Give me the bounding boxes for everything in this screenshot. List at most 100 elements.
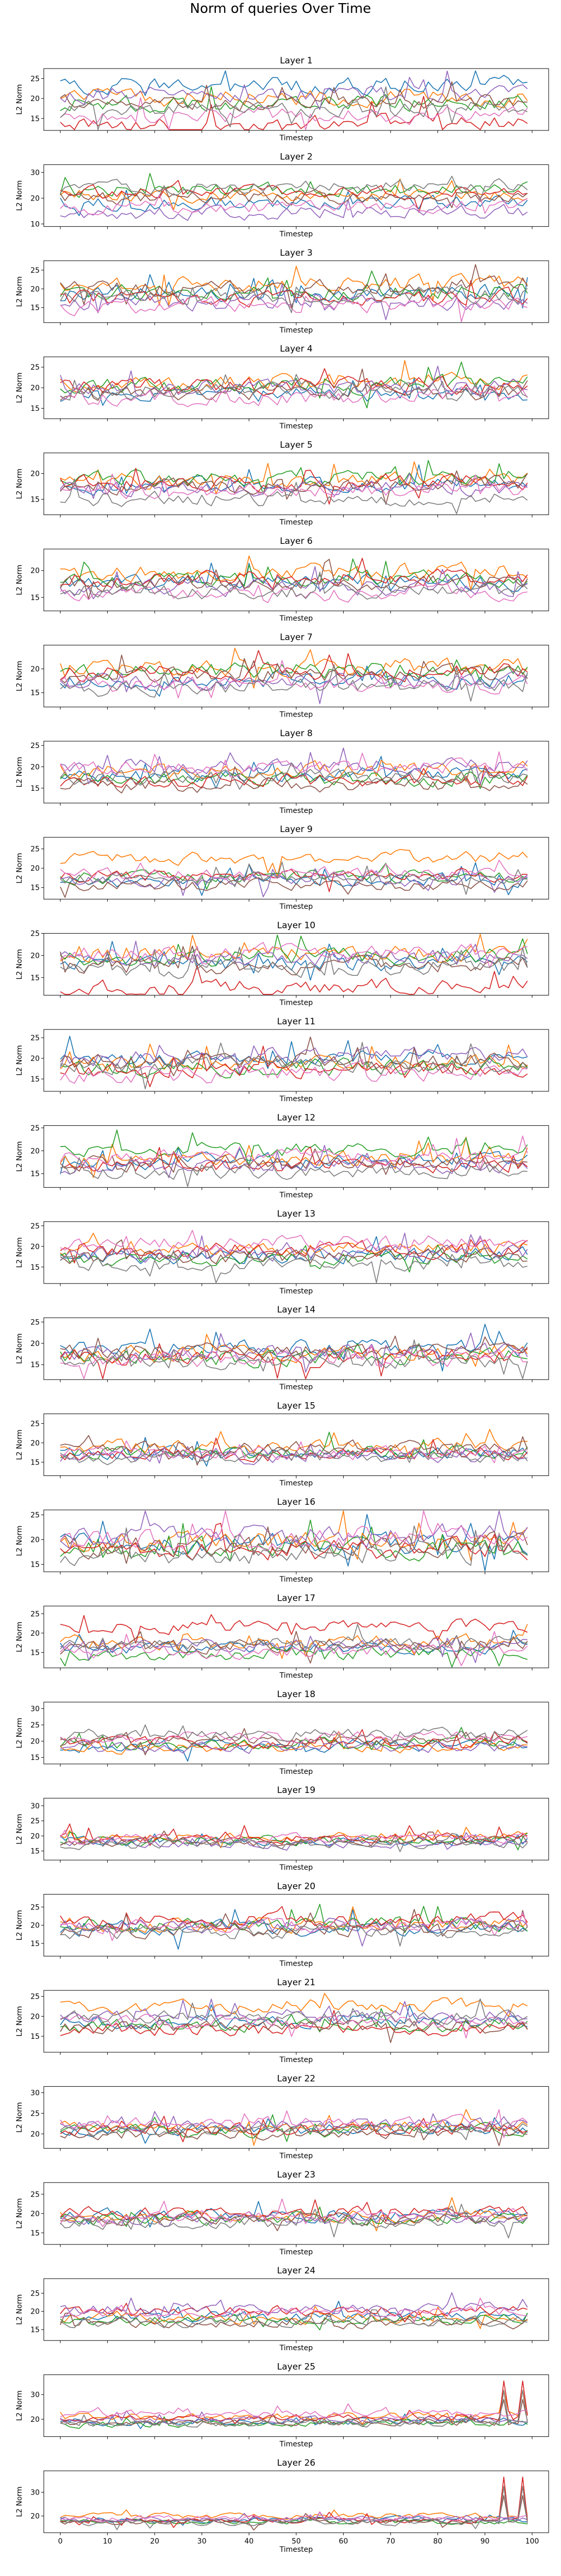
series-line (60, 1740, 528, 1754)
series-line (60, 81, 528, 112)
series-line (60, 868, 528, 892)
y-axis-label: L2 Norm (15, 1334, 24, 1364)
y-tick-label: 15 (30, 2229, 40, 2237)
series-line (60, 265, 528, 306)
y-tick-label: 25 (30, 1721, 40, 1730)
x-tick-label: 70 (386, 2537, 395, 2546)
layer-1-chart: Layer 1 15 20 25 L2 Norm Timestep (15, 56, 549, 142)
series-line (60, 361, 528, 409)
series-line (60, 1239, 528, 1265)
x-axis-label: Timestep (279, 2440, 313, 2449)
series-line (60, 2403, 528, 2418)
subplot-title: Layer 9 (280, 824, 313, 835)
layer-9-chart: Layer 9 15 20 25 L2 Norm Timestep (15, 824, 549, 911)
y-tick-label: 15 (30, 689, 40, 697)
layer-18-chart: Layer 18 15 20 25 30 L2 Norm Timestep (15, 1689, 549, 1776)
y-tick-label: 15 (30, 1075, 40, 1084)
subplot-title: Layer 14 (277, 1305, 315, 1315)
series-line (60, 2389, 528, 2428)
series-line (60, 2495, 528, 2531)
y-tick-label: 25 (30, 1034, 40, 1042)
y-tick-label: 20 (30, 1738, 40, 1746)
y-tick-label: 15 (30, 1170, 40, 1178)
subplot-title: Layer 25 (277, 2362, 315, 2372)
subplot-title: Layer 17 (277, 1593, 315, 1603)
series-line (60, 751, 528, 778)
series-line (60, 1045, 528, 1087)
y-tick-label: 15 (30, 1561, 40, 1569)
series-line (60, 280, 528, 308)
layer-2-chart: Layer 2 10 20 30 L2 Norm Timestep (15, 152, 549, 238)
y-tick-label: 25 (30, 267, 40, 275)
subplot-title: Layer 2 (280, 152, 313, 162)
series-line (60, 70, 528, 96)
x-axis-label: Timestep (279, 326, 313, 335)
y-axis-label: L2 Norm (15, 1141, 24, 1172)
series-line (60, 1135, 528, 1170)
subplot-title: Layer 15 (277, 1401, 315, 1411)
layer-15-chart: Layer 15 15 20 25 L2 Norm Timestep (15, 1401, 549, 1488)
y-tick-label: 20 (30, 2513, 40, 2521)
series-line (60, 1510, 528, 1551)
y-axis-label: L2 Norm (15, 1525, 24, 1556)
y-tick-label: 25 (30, 1993, 40, 2001)
x-axis-label: Timestep (279, 2056, 313, 2064)
series-line (60, 1635, 528, 1664)
y-tick-label: 25 (30, 1511, 40, 1520)
y-tick-label: 15 (30, 1940, 40, 1948)
layer-17-chart: Layer 17 15 20 25 L2 Norm Timestep (15, 1593, 549, 1680)
y-tick-label: 15 (30, 496, 40, 504)
y-tick-label: 20 (30, 1922, 40, 1930)
y-tick-label: 15 (30, 1649, 40, 1657)
series-line (60, 1137, 528, 1178)
series-line (60, 1525, 528, 1566)
y-tick-label: 25 (30, 1610, 40, 1618)
x-axis-label: Timestep (279, 2152, 313, 2160)
y-axis-label: L2 Norm (15, 949, 24, 979)
subplot-title: Layer 18 (277, 1689, 315, 1700)
y-tick-label: 20 (30, 1243, 40, 1251)
series-line (60, 1443, 528, 1466)
y-tick-label: 30 (30, 1802, 40, 1810)
y-tick-label: 20 (30, 952, 40, 960)
x-tick-label: 30 (197, 2537, 207, 2546)
layer-23-chart: Layer 23 15 20 25 L2 Norm Timestep (15, 2170, 549, 2256)
subplot-title: Layer 10 (277, 921, 315, 931)
series-line (60, 859, 528, 882)
series-line (60, 2486, 528, 2520)
series-line (60, 849, 528, 877)
series-line (60, 374, 528, 402)
subplot-title: Layer 23 (277, 2170, 315, 2180)
y-axis-label: L2 Norm (15, 2198, 24, 2229)
series-line (60, 1229, 528, 1254)
y-axis-label: L2 Norm (15, 276, 24, 307)
y-axis-label: L2 Norm (15, 564, 24, 595)
y-tick-label: 20 (30, 2013, 40, 2021)
subplot-title: Layer 12 (277, 1112, 315, 1123)
series-line (60, 97, 528, 130)
layer-5-chart: Layer 5 15 20 L2 Norm Timestep (15, 440, 549, 527)
series-line (60, 1510, 528, 1549)
y-tick-label: 25 (30, 2109, 40, 2118)
series-line (60, 190, 528, 217)
series-line (60, 175, 528, 201)
y-tick-label: 25 (30, 75, 40, 83)
series-line (60, 460, 528, 495)
y-tick-label: 20 (30, 2416, 40, 2424)
y-axis-label: L2 Norm (15, 469, 24, 499)
series-line (60, 1335, 528, 1362)
series-line (60, 2301, 528, 2323)
y-tick-label: 25 (30, 1817, 40, 1825)
series-line (60, 2201, 528, 2228)
series-line (60, 478, 528, 514)
y-axis-label: L2 Norm (15, 2006, 24, 2036)
series-line (60, 96, 528, 130)
y-tick-label: 15 (30, 884, 40, 892)
y-tick-label: 20 (30, 1832, 40, 1840)
series-line (60, 1906, 528, 1934)
plot-frame (43, 2374, 549, 2437)
x-axis-label: Timestep (279, 1191, 313, 1199)
x-tick-label: 100 (525, 2537, 539, 2546)
series-line (60, 1727, 528, 1751)
series-line (60, 368, 528, 396)
